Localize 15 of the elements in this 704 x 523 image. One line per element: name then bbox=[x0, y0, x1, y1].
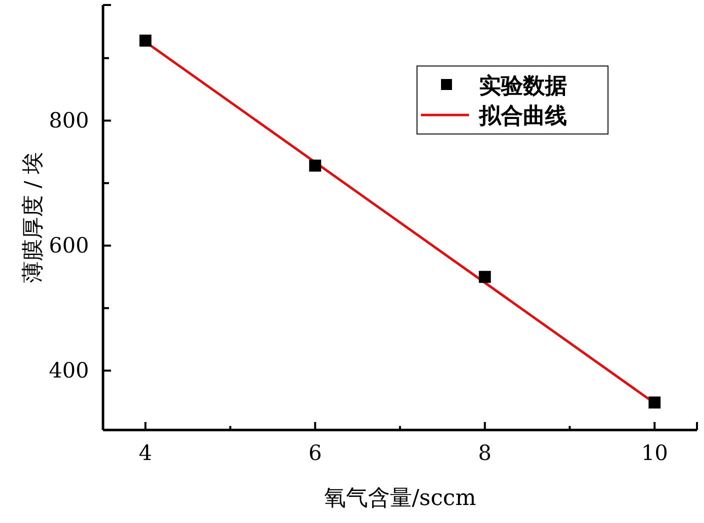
legend-label: 拟合曲线 bbox=[478, 103, 567, 129]
x-tick-label: 6 bbox=[308, 441, 322, 465]
point bbox=[309, 160, 322, 172]
point bbox=[139, 34, 152, 47]
point bbox=[648, 396, 661, 408]
x-tick-label: 10 bbox=[641, 441, 668, 465]
x-tick-label: 8 bbox=[478, 441, 492, 465]
y-tick-label: 800 bbox=[48, 108, 89, 133]
legend-label: 实验数据 bbox=[479, 73, 567, 99]
y-axis-title: 薄膜厚度 / 埃 bbox=[21, 152, 46, 284]
x-axis-title: 氧气含量/sccm bbox=[324, 486, 476, 511]
y-tick-label: 600 bbox=[48, 234, 89, 258]
x-tick-label: 4 bbox=[138, 441, 152, 465]
point bbox=[478, 270, 491, 283]
y-tick-label: 400 bbox=[48, 358, 89, 383]
